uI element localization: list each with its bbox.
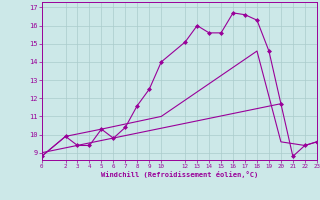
- X-axis label: Windchill (Refroidissement éolien,°C): Windchill (Refroidissement éolien,°C): [100, 171, 258, 178]
